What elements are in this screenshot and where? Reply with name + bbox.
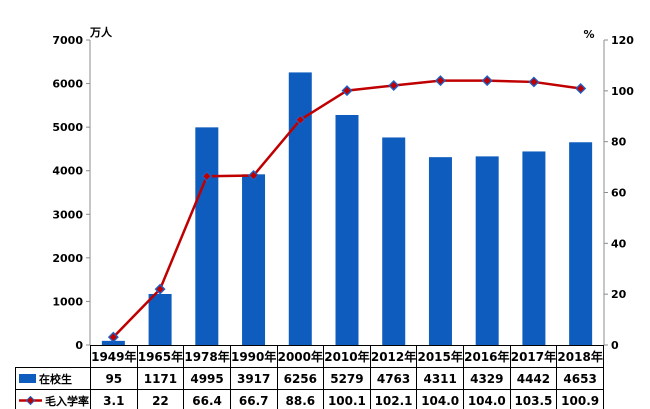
right-axis-tick-label: 80 <box>611 136 627 149</box>
bar <box>335 114 359 346</box>
enrolled-students-value-cell: 1171 <box>136 367 185 390</box>
enrolled-students-value-cell: 4653 <box>556 367 604 390</box>
year-header-cell: 2012年 <box>369 345 418 368</box>
enrolled-students-value-cell: 4329 <box>463 367 511 390</box>
year-header-cell: 2015年 <box>416 345 464 368</box>
bar <box>242 174 266 345</box>
right-axis-unit-label: % <box>583 28 594 41</box>
line-marker-diamond <box>294 114 306 126</box>
enrolled-students-value-cell: 4763 <box>369 367 418 390</box>
gross-enrollment-rate-value-cell: 104.0 <box>463 389 511 409</box>
year-header-row: 1949年 1965年 1978年 1990年 2000年 2010年 2012年 2015年… <box>16 345 604 368</box>
right-axis-tick-label: 100 <box>611 85 634 98</box>
line-marker-diamond <box>434 75 446 87</box>
enrolled-students-value-cell: 4995 <box>183 367 231 390</box>
bar-series <box>101 72 593 346</box>
bar <box>428 157 452 345</box>
right-axis-tick-label: 40 <box>611 237 627 250</box>
line-marker-diamond <box>575 83 587 95</box>
gross-enrollment-rate-value-cell: 100.9 <box>556 389 604 409</box>
left-axis-tick-label: 5000 <box>52 121 83 134</box>
gross-enrollment-rate-value-cell: 104.0 <box>416 389 464 409</box>
right-axis-tick-label: 0 <box>611 339 619 352</box>
left-axis-tick-label: 3000 <box>52 208 83 221</box>
table-row-gross-enrollment-rate: 毛入学率 3.1 22 66.4 66.7 88.6 100.1 102.1 104.0 104… <box>15 389 604 409</box>
gross-enrollment-rate-value-cell: 22 <box>136 389 185 409</box>
legend-enrolled-students: 在校生 <box>15 367 91 390</box>
line-series-key-icon <box>19 396 42 405</box>
year-header-cell: 1990年 <box>229 345 278 368</box>
line-marker-diamond <box>388 80 400 91</box>
bar <box>569 142 593 345</box>
enrolled-students-value-cell: 5279 <box>323 367 371 390</box>
year-header-cell: 2010年 <box>323 345 371 368</box>
line-marker-diamond <box>154 283 166 295</box>
line-marker-diamond <box>481 75 493 87</box>
enrolled-students-value-cell: 3917 <box>229 367 278 390</box>
legend-label-gross-enrollment-rate: 毛入学率 <box>45 394 89 408</box>
axes: 0 1000 2000 3000 4000 5000 6000 7000 0 20 40 60 80 10… <box>52 34 634 352</box>
line-marker-diamond <box>107 331 119 343</box>
bar <box>101 340 125 345</box>
bar <box>288 72 312 345</box>
enrolled-students-value-cell: 4442 <box>509 367 558 390</box>
left-axis-tick-label: 7000 <box>52 34 83 47</box>
line-marker-diamond <box>341 85 353 97</box>
gross-enrollment-rate-value-cell: 103.5 <box>509 389 558 409</box>
line-marker-diamond <box>528 76 540 88</box>
gross-enrollment-rate-value-cell: 66.4 <box>183 389 231 409</box>
year-header-cell: 2018年 <box>556 345 604 368</box>
line-series <box>107 75 587 343</box>
year-header-cell: 1949年 <box>90 345 138 368</box>
table-corner-cell <box>16 346 91 368</box>
gross-enrollment-rate-value-cell: 100.1 <box>323 389 371 409</box>
gross-enrollment-rate-value-cell: 3.1 <box>90 389 138 409</box>
line-marker-diamond <box>201 170 213 182</box>
legend-gross-enrollment-rate: 毛入学率 <box>15 389 91 409</box>
left-axis-tick-label: 2000 <box>52 252 83 265</box>
left-axis-unit-label: 万人 <box>89 25 113 39</box>
year-header-cell: 2017年 <box>509 345 558 368</box>
right-axis-tick-label: 60 <box>611 187 627 200</box>
enrolled-students-value-cell: 6256 <box>276 367 325 390</box>
line-marker-diamond <box>248 169 260 181</box>
right-axis-tick-label: 120 <box>611 34 634 47</box>
enrolled-students-value-cell: 95 <box>90 367 138 390</box>
gross-enrollment-rate-value-cell: 88.6 <box>276 389 325 409</box>
year-header-cell: 1978年 <box>183 345 231 368</box>
bar <box>382 137 406 345</box>
bar-series-swatch-icon <box>19 374 36 383</box>
enrolled-students-value-cell: 4311 <box>416 367 464 390</box>
bar <box>148 293 172 345</box>
left-axis-tick-label: 4000 <box>52 165 83 178</box>
year-header-cell: 2000年 <box>276 345 325 368</box>
bar <box>475 156 499 345</box>
bar <box>522 151 546 345</box>
gross-enrollment-rate-value-cell: 102.1 <box>369 389 418 409</box>
year-header-cell: 1965年 <box>136 345 185 368</box>
chart-data-table: 1949年 1965年 1978年 1990年 2000年 2010年 2012年 2015年… <box>15 345 604 409</box>
left-axis-tick-label: 1000 <box>52 295 83 308</box>
table-row-enrolled-students: 在校生 95 1171 4995 3917 6256 5279 4763 4311 4329 44… <box>15 367 604 390</box>
legend-label-enrolled-students: 在校生 <box>39 372 72 386</box>
bar <box>195 127 219 345</box>
year-header-cell: 2016年 <box>463 345 511 368</box>
gross-enrollment-rate-value-cell: 66.7 <box>229 389 278 409</box>
right-axis-tick-label: 20 <box>611 288 627 301</box>
left-axis-tick-label: 6000 <box>52 78 83 91</box>
left-axis-tick-label: 0 <box>75 339 83 352</box>
